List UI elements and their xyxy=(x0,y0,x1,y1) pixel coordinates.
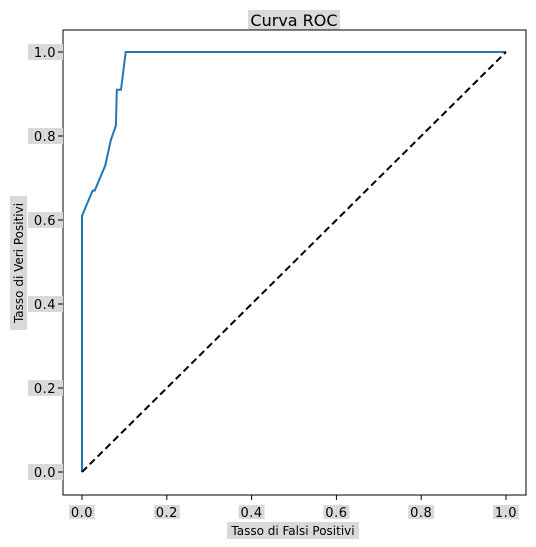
y-tick-label: 0.8 xyxy=(34,130,56,145)
roc-curve-line xyxy=(81,51,506,472)
x-tick-label: 1.0 xyxy=(495,506,517,521)
x-tick-label: 0.2 xyxy=(156,506,178,521)
x-axis-label: Tasso di Falsi Positivi xyxy=(230,524,354,538)
x-axis-label-background xyxy=(227,522,359,539)
x-tick-label-background xyxy=(408,505,435,519)
y-axis-label: Tasso di Veri Positivi xyxy=(12,203,26,324)
x-tick-label-background xyxy=(153,505,180,519)
y-tick-label: 0.0 xyxy=(34,466,56,481)
series-layer xyxy=(81,51,507,473)
y-tick-label: 0.6 xyxy=(34,214,56,229)
x-axis-ticks: 0.0 0.2 0.4 0.6 0.8 1.0 xyxy=(69,495,519,521)
y-tick-label-background xyxy=(28,128,63,144)
y-tick-label: 0.2 xyxy=(34,382,56,397)
y-axis-label-background xyxy=(10,196,27,330)
title-background xyxy=(248,10,340,30)
x-tick-label: 0.0 xyxy=(71,506,93,521)
x-tick-label: 0.8 xyxy=(410,506,432,521)
x-tick-label-background xyxy=(323,505,350,519)
y-tick-label-background xyxy=(28,212,63,228)
y-tick-label-background xyxy=(28,44,63,60)
chance-diagonal-line xyxy=(81,51,507,473)
chart-title: Curva ROC xyxy=(250,11,337,30)
x-tick-label: 0.6 xyxy=(325,506,347,521)
x-tick-label-background xyxy=(238,505,265,519)
y-tick-label: 0.4 xyxy=(34,298,56,313)
y-tick-label-background xyxy=(28,380,63,396)
x-tick-label-background xyxy=(493,505,519,519)
x-tick-label: 0.4 xyxy=(241,506,263,521)
y-axis-ticks: 0.0 0.2 0.4 0.6 0.8 1.0 xyxy=(28,44,63,481)
y-tick-label-background xyxy=(28,464,63,480)
x-tick-label-background xyxy=(69,505,95,519)
y-tick-label: 1.0 xyxy=(34,46,56,61)
y-tick-label-background xyxy=(28,296,63,312)
